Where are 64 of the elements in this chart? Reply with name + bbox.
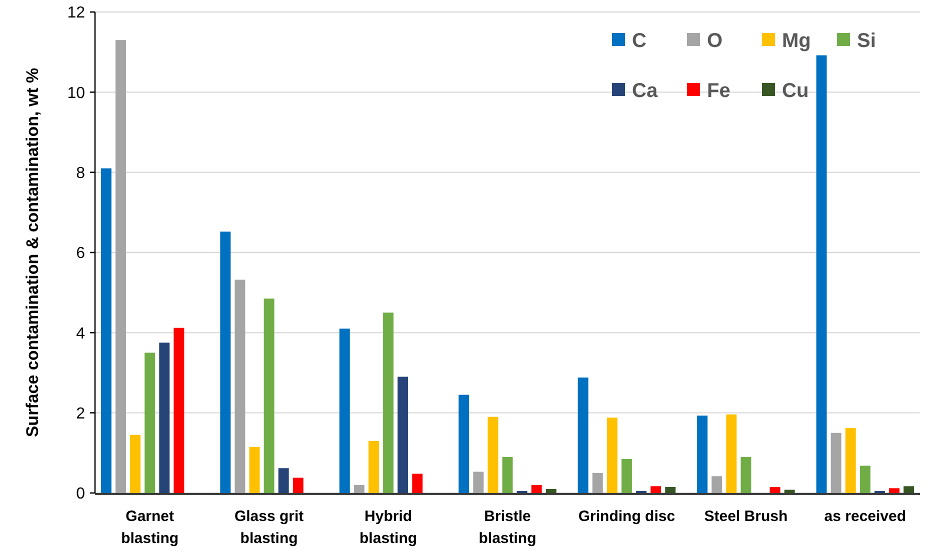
bar: [502, 456, 513, 493]
bar: [712, 476, 722, 493]
legend-label: Si: [857, 30, 876, 52]
y-tick-label: 12: [67, 4, 86, 22]
y-tick-label: 2: [76, 405, 86, 422]
legend-label: O: [707, 30, 723, 52]
x-tick-label: Grinding disc: [578, 508, 676, 525]
legend-label: Mg: [782, 30, 811, 52]
bar: [740, 456, 752, 493]
y-tick-label: 8: [76, 164, 86, 182]
bar: [546, 488, 556, 493]
legend-label: Cu: [782, 80, 809, 102]
bar: [531, 484, 542, 493]
bar: [159, 342, 170, 493]
y-tick-label: 10: [67, 84, 86, 102]
bar: [354, 484, 364, 493]
bar: [264, 298, 274, 493]
bar: [234, 280, 246, 493]
bar: [130, 434, 141, 493]
bar: [383, 312, 394, 493]
y-tick-label: 6: [76, 245, 86, 262]
bar: [726, 414, 737, 493]
legend-label: C: [632, 30, 646, 52]
bar: [220, 232, 231, 493]
y-tick-label: 4: [76, 325, 86, 342]
bar: [398, 376, 408, 493]
y-axis-title: Surface contamination & contamination, wt %: [23, 68, 42, 438]
bar: [697, 416, 708, 493]
bar: [606, 418, 618, 493]
x-tick-label: as received: [824, 508, 906, 525]
legend-label: Fe: [707, 80, 730, 102]
bar: [368, 440, 379, 493]
x-tick-label: Glass grit blasting: [234, 508, 304, 547]
bar: [592, 472, 603, 493]
bar: [578, 378, 588, 493]
bar: [458, 394, 470, 493]
y-tick-label: 0: [76, 486, 86, 503]
bar: [174, 328, 184, 493]
bar: [249, 446, 260, 493]
x-tick-label: Garnet blasting: [121, 508, 179, 547]
bar: [784, 490, 795, 493]
legend-label: Ca: [632, 80, 658, 102]
bar: [860, 466, 870, 493]
bar: [889, 488, 900, 493]
bar: [816, 55, 827, 493]
bar: [650, 486, 662, 493]
bar: [665, 486, 676, 493]
bar: [116, 40, 126, 493]
bar: [278, 468, 289, 493]
bar: [845, 428, 856, 493]
x-tick-label: Bristle blasting: [478, 508, 536, 547]
x-tick-label: Hybrid blasting: [360, 508, 418, 547]
bar: [100, 168, 112, 493]
bar: [488, 416, 498, 493]
bar: [412, 474, 423, 493]
bar: [621, 458, 632, 493]
bar: [144, 352, 156, 493]
bar: [770, 486, 780, 493]
bar: [292, 478, 304, 493]
bar: [830, 432, 842, 493]
bar: [339, 328, 350, 493]
bar: [473, 472, 484, 493]
x-tick-label: Steel Brush: [704, 508, 788, 525]
bar: [904, 486, 914, 493]
